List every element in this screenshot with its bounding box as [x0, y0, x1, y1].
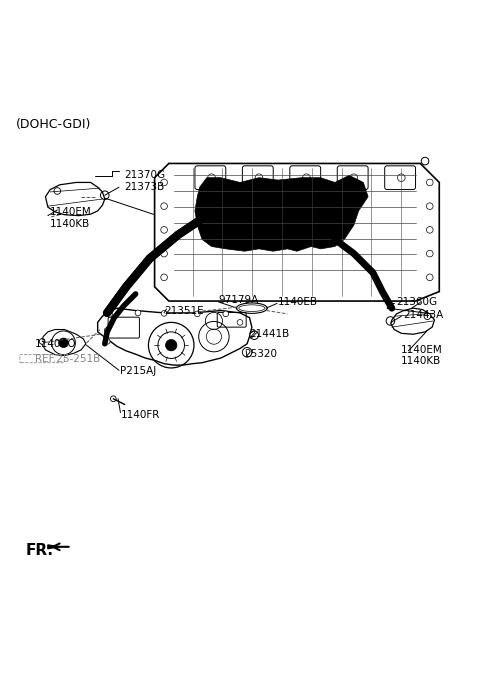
Text: P215AJ: P215AJ — [120, 366, 156, 376]
Circle shape — [194, 311, 200, 317]
Circle shape — [59, 338, 68, 348]
Text: 25320: 25320 — [245, 349, 278, 359]
Circle shape — [39, 338, 45, 344]
Circle shape — [421, 157, 429, 165]
Circle shape — [424, 313, 431, 319]
Circle shape — [104, 338, 110, 344]
Circle shape — [161, 311, 167, 316]
Text: 97179A: 97179A — [219, 295, 259, 305]
Polygon shape — [48, 545, 59, 549]
Circle shape — [242, 348, 252, 357]
Text: 1140EB: 1140EB — [278, 298, 318, 307]
Text: 1140AO: 1140AO — [35, 339, 77, 348]
Text: 21441B: 21441B — [250, 330, 290, 339]
Text: 21351E: 21351E — [164, 306, 204, 315]
Text: 1140FR: 1140FR — [120, 410, 160, 420]
Circle shape — [104, 327, 110, 334]
Text: 21443A: 21443A — [404, 311, 444, 320]
Text: 21370G: 21370G — [124, 170, 165, 180]
Text: FR.: FR. — [25, 542, 54, 557]
Text: 21360G: 21360G — [396, 298, 438, 307]
Circle shape — [107, 311, 112, 317]
Circle shape — [223, 311, 228, 317]
Circle shape — [237, 319, 243, 325]
Text: 1140EM
1140KB: 1140EM 1140KB — [401, 345, 443, 366]
Polygon shape — [195, 176, 368, 252]
Text: (DOHC-GDI): (DOHC-GDI) — [16, 119, 91, 132]
Text: 1140EM
1140KB: 1140EM 1140KB — [50, 207, 92, 228]
Circle shape — [54, 188, 60, 195]
Circle shape — [110, 396, 116, 401]
Text: REF.25-251B: REF.25-251B — [35, 354, 100, 364]
Circle shape — [135, 310, 141, 316]
Circle shape — [166, 340, 177, 351]
Circle shape — [250, 331, 259, 340]
Text: 21373B: 21373B — [124, 182, 164, 192]
